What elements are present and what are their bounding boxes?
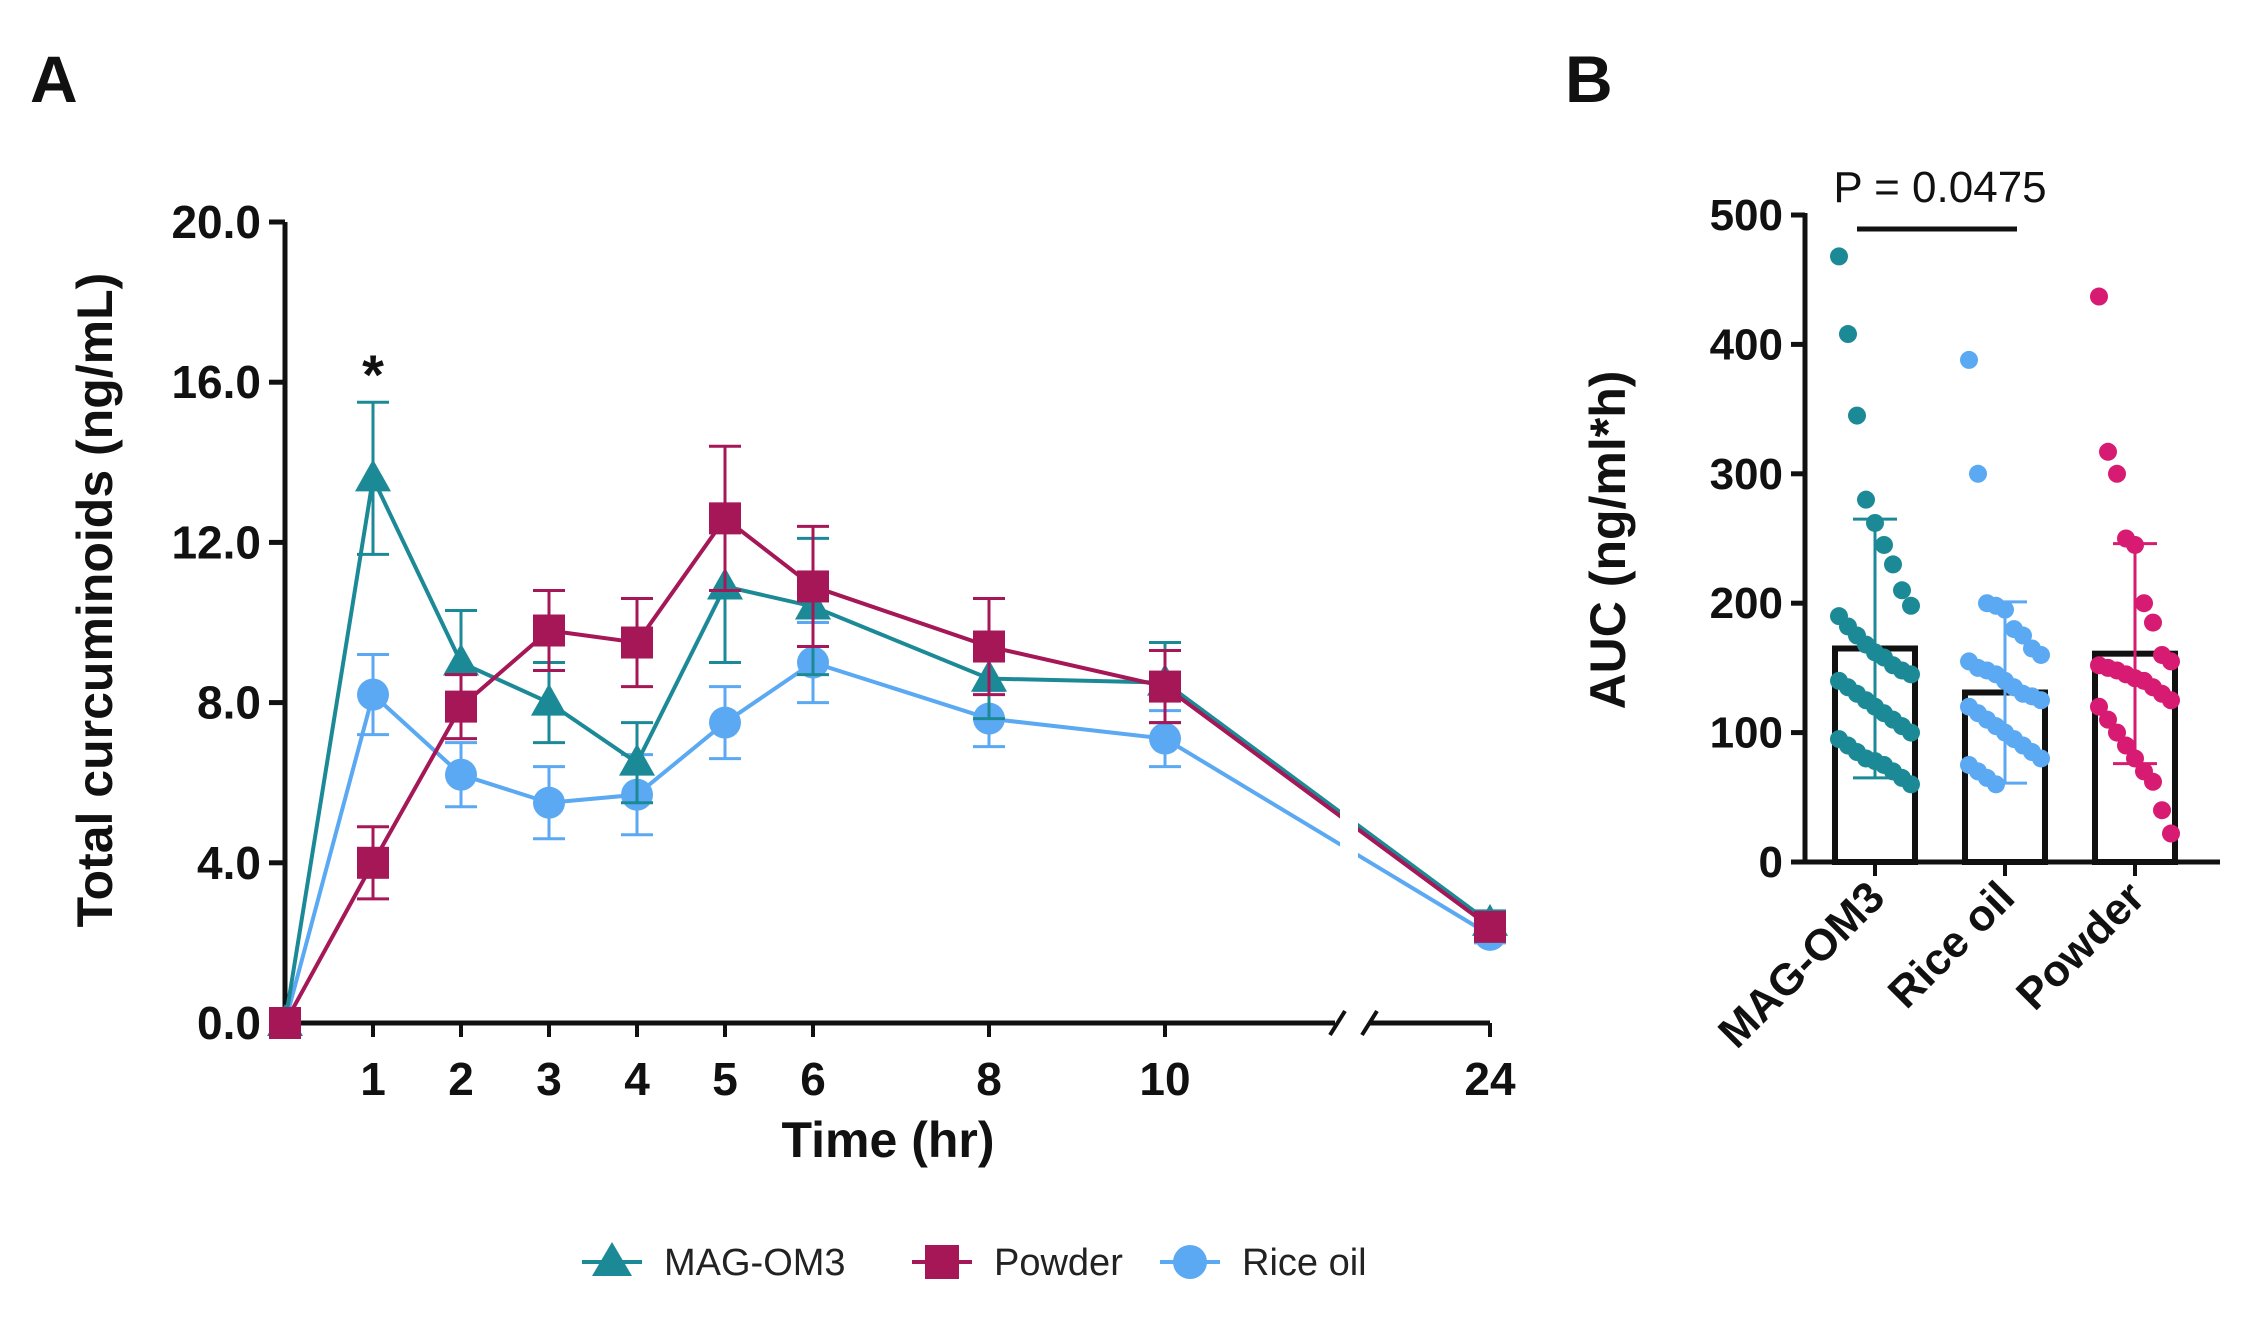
- legend-marker-circle: [1173, 1245, 1207, 1279]
- data-point-square: [797, 570, 829, 602]
- x-tick-label: 1: [360, 1053, 386, 1105]
- data-point: [1884, 555, 1902, 573]
- x-tick-label-rice-oil: Rice oil: [1879, 872, 2024, 1017]
- data-point-triangle: [619, 744, 655, 776]
- data-point: [2032, 749, 2050, 767]
- data-point: [2153, 801, 2171, 819]
- y-tick-label: 300: [1710, 450, 1783, 499]
- significance-asterisk: *: [362, 343, 384, 406]
- x-tick-label: 10: [1139, 1053, 1190, 1105]
- data-point: [1960, 351, 1978, 369]
- data-point: [2032, 691, 2050, 709]
- data-point: [1969, 465, 1987, 483]
- data-point: [2162, 652, 2180, 670]
- data-point-circle: [445, 759, 477, 791]
- y-tick-label: 200: [1710, 579, 1783, 628]
- series-line-mag-om3: [285, 478, 1490, 1023]
- data-point-square: [533, 615, 565, 647]
- y-tick-label: 8.0: [197, 677, 261, 729]
- panel-label-b: B: [1565, 42, 1613, 116]
- data-point-square: [357, 847, 389, 879]
- data-point: [1902, 775, 1920, 793]
- data-point-circle: [709, 707, 741, 739]
- line-break-gap: [1340, 800, 1358, 900]
- panel-a-axes: [283, 222, 1490, 1035]
- x-tick-label: 3: [536, 1053, 562, 1105]
- data-point: [2099, 443, 2117, 461]
- data-point-triangle: [531, 684, 567, 716]
- legend-item-powder: Powder: [912, 1242, 1123, 1284]
- legend-label: Rice oil: [1242, 1242, 1367, 1284]
- data-point: [2162, 825, 2180, 843]
- data-point-square: [973, 631, 1005, 663]
- series-rice-oil: [269, 623, 1506, 1040]
- x-tick-label: 24: [1464, 1053, 1516, 1105]
- panel-b-y-axis-title: AUC (ng/ml*h): [1580, 371, 1636, 710]
- data-point: [1902, 597, 1920, 615]
- data-point-square: [709, 502, 741, 534]
- data-point-circle: [1149, 723, 1181, 755]
- x-tick-label: 4: [624, 1053, 650, 1105]
- panel-label-a: A: [30, 42, 78, 116]
- figure: A B 0.0 4.0 8.0 12.0 16.0 20.0 1 2 3 4 5 6 8 10 24 * …: [0, 0, 2258, 1317]
- data-point: [1857, 491, 1875, 509]
- panel-a-y-axis-title: Total curcuminoids (ng/mL): [67, 273, 123, 928]
- data-point-circle: [533, 787, 565, 819]
- y-tick-label: 16.0: [171, 356, 261, 408]
- data-point-square: [621, 627, 653, 659]
- legend-marker-triangle: [592, 1242, 632, 1276]
- x-tick-label-powder: Powder: [2007, 872, 2154, 1019]
- y-tick-label: 4.0: [197, 837, 261, 889]
- y-tick-label: 0: [1759, 838, 1783, 887]
- data-point: [2108, 465, 2126, 483]
- y-tick-label: 100: [1710, 709, 1783, 758]
- x-tick-label: 2: [448, 1053, 474, 1105]
- data-point: [1875, 536, 1893, 554]
- y-tick-label: 12.0: [171, 516, 261, 568]
- y-tick-label: 0.0: [197, 997, 261, 1049]
- panel-a-line-chart: 0.0 4.0 8.0 12.0 16.0 20.0 1 2 3 4 5 6 8 10 24 * Time…: [67, 196, 1516, 1168]
- data-point: [1830, 247, 1848, 265]
- legend-label: Powder: [994, 1242, 1123, 1284]
- p-value-label: P = 0.0475: [1833, 163, 2046, 212]
- x-tick-label: 8: [976, 1053, 1002, 1105]
- data-point-square: [445, 691, 477, 723]
- data-point-circle: [357, 679, 389, 711]
- data-point: [1848, 407, 1866, 425]
- data-point: [2032, 646, 2050, 664]
- panel-a-x-axis-title: Time (hr): [782, 1112, 995, 1168]
- legend: MAG-OM3 Powder Rice oil: [582, 1242, 1367, 1284]
- data-point: [1902, 724, 1920, 742]
- data-point: [2162, 691, 2180, 709]
- legend-item-mag-om3: MAG-OM3: [582, 1242, 846, 1284]
- y-tick-label: 500: [1710, 191, 1783, 240]
- legend-label: MAG-OM3: [664, 1242, 846, 1284]
- data-point-square: [269, 1007, 301, 1039]
- data-point: [2135, 594, 2153, 612]
- data-point-triangle: [355, 459, 391, 491]
- x-tick-label-mag-om3: MAG-OM3: [1709, 872, 1894, 1057]
- data-point: [2144, 614, 2162, 632]
- data-point: [2090, 288, 2108, 306]
- data-point: [1893, 581, 1911, 599]
- data-point: [1839, 325, 1857, 343]
- data-point-triangle: [443, 644, 479, 676]
- y-tick-label: 20.0: [171, 196, 261, 248]
- data-point-square: [1149, 671, 1181, 703]
- data-point: [2144, 773, 2162, 791]
- significance-bracket: P = 0.0475: [1833, 163, 2046, 229]
- legend-item-rice-oil: Rice oil: [1160, 1242, 1367, 1284]
- legend-marker-square: [925, 1245, 959, 1279]
- y-tick-label: 400: [1710, 320, 1783, 369]
- x-tick-label: 6: [800, 1053, 826, 1105]
- data-point: [1902, 665, 1920, 683]
- x-tick-label: 5: [712, 1053, 738, 1105]
- data-point-square: [1474, 911, 1506, 943]
